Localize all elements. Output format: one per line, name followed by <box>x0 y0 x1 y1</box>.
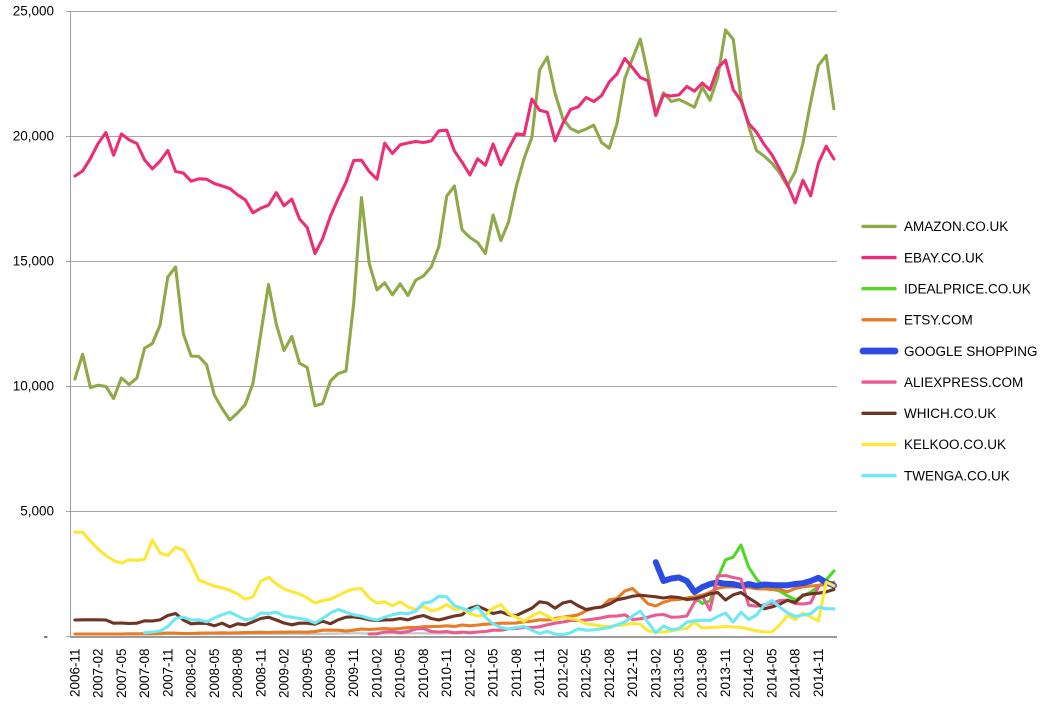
svg-text:IDEALPRICE.CO.UK: IDEALPRICE.CO.UK <box>904 282 1031 297</box>
svg-text:2008-02: 2008-02 <box>184 649 199 699</box>
svg-text:2009-05: 2009-05 <box>300 649 315 699</box>
svg-text:2007-08: 2007-08 <box>137 649 152 699</box>
svg-text:15,000: 15,000 <box>13 254 54 269</box>
svg-text:5,000: 5,000 <box>20 504 54 519</box>
svg-text:2014-02: 2014-02 <box>741 649 756 699</box>
svg-text:2006-11: 2006-11 <box>67 649 82 698</box>
svg-text:2014-08: 2014-08 <box>788 649 803 699</box>
svg-text:2012-08: 2012-08 <box>602 649 617 699</box>
svg-text:2012-11: 2012-11 <box>625 649 640 698</box>
svg-text:ETSY.COM: ETSY.COM <box>904 313 973 328</box>
svg-text:2009-11: 2009-11 <box>346 649 361 698</box>
svg-text:2011-05: 2011-05 <box>486 649 501 698</box>
svg-text:2011-08: 2011-08 <box>509 649 524 698</box>
svg-text:2008-11: 2008-11 <box>253 649 268 698</box>
svg-text:2007-02: 2007-02 <box>91 649 106 699</box>
svg-text:ALIEXPRESS.COM: ALIEXPRESS.COM <box>904 375 1023 390</box>
svg-text:WHICH.CO.UK: WHICH.CO.UK <box>904 406 996 421</box>
svg-text:2012-02: 2012-02 <box>555 649 570 699</box>
svg-text:2008-08: 2008-08 <box>230 649 245 699</box>
svg-text:2014-05: 2014-05 <box>764 649 779 699</box>
svg-text:TWENGA.CO.UK: TWENGA.CO.UK <box>904 468 1010 483</box>
svg-text:2007-05: 2007-05 <box>114 649 129 699</box>
svg-text:2011-11: 2011-11 <box>532 649 547 697</box>
svg-text:2012-05: 2012-05 <box>579 649 594 699</box>
svg-text:2007-11: 2007-11 <box>160 649 175 698</box>
svg-text:EBAY.CO.UK: EBAY.CO.UK <box>904 250 984 265</box>
svg-text:25,000: 25,000 <box>13 4 54 19</box>
svg-text:2010-08: 2010-08 <box>416 649 431 699</box>
svg-text:2011-02: 2011-02 <box>462 649 477 698</box>
svg-text:AMAZON.CO.UK: AMAZON.CO.UK <box>904 219 1008 234</box>
svg-text:2009-08: 2009-08 <box>323 649 338 699</box>
svg-text:2013-05: 2013-05 <box>672 649 687 699</box>
svg-text:2010-11: 2010-11 <box>439 649 454 698</box>
svg-text:2013-11: 2013-11 <box>718 649 733 698</box>
svg-text:2010-02: 2010-02 <box>370 649 385 699</box>
svg-text:2010-05: 2010-05 <box>393 649 408 699</box>
svg-text:2013-02: 2013-02 <box>648 649 663 699</box>
svg-text:20,000: 20,000 <box>13 129 54 144</box>
svg-text:2014-11: 2014-11 <box>811 649 826 698</box>
svg-text:-: - <box>44 629 49 644</box>
svg-text:2008-05: 2008-05 <box>207 649 222 699</box>
svg-text:GOOGLE SHOPPING: GOOGLE SHOPPING <box>904 344 1038 359</box>
svg-text:10,000: 10,000 <box>13 379 54 394</box>
svg-text:2009-02: 2009-02 <box>277 649 292 699</box>
svg-text:2013-08: 2013-08 <box>695 649 710 699</box>
svg-text:KELKOO.CO.UK: KELKOO.CO.UK <box>904 437 1006 452</box>
